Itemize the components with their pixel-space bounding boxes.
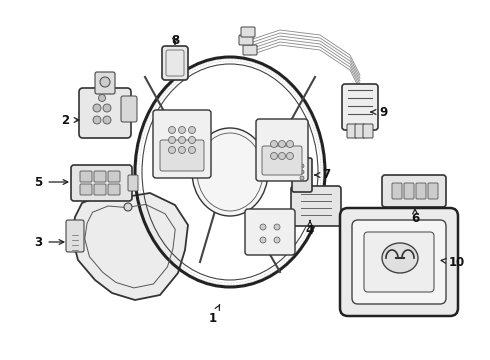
FancyBboxPatch shape (108, 171, 120, 182)
Circle shape (169, 147, 175, 153)
FancyBboxPatch shape (95, 72, 115, 94)
Circle shape (169, 126, 175, 134)
Circle shape (178, 126, 186, 134)
Text: 10: 10 (441, 256, 465, 269)
Circle shape (260, 224, 266, 230)
FancyBboxPatch shape (160, 140, 204, 171)
Text: 6: 6 (411, 208, 419, 225)
Circle shape (274, 224, 280, 230)
Text: 2: 2 (61, 113, 79, 126)
FancyBboxPatch shape (66, 220, 84, 252)
FancyBboxPatch shape (392, 183, 402, 199)
FancyBboxPatch shape (239, 35, 253, 45)
FancyBboxPatch shape (352, 220, 446, 304)
FancyBboxPatch shape (243, 45, 257, 55)
Text: 4: 4 (306, 221, 314, 237)
FancyBboxPatch shape (428, 183, 438, 199)
Text: 8: 8 (171, 33, 179, 46)
Circle shape (300, 176, 304, 180)
FancyBboxPatch shape (291, 186, 341, 226)
FancyBboxPatch shape (241, 27, 255, 37)
Circle shape (260, 237, 266, 243)
Text: 7: 7 (315, 168, 330, 181)
FancyBboxPatch shape (256, 119, 308, 181)
Circle shape (189, 126, 196, 134)
FancyBboxPatch shape (382, 175, 446, 207)
FancyBboxPatch shape (340, 208, 458, 316)
Text: 1: 1 (209, 305, 220, 324)
Circle shape (103, 104, 111, 112)
FancyBboxPatch shape (108, 184, 120, 195)
FancyBboxPatch shape (79, 88, 131, 138)
FancyBboxPatch shape (80, 171, 92, 182)
Text: 5: 5 (34, 175, 68, 189)
Text: 3: 3 (34, 235, 64, 248)
Polygon shape (72, 193, 188, 300)
FancyBboxPatch shape (416, 183, 426, 199)
Circle shape (300, 170, 304, 174)
Circle shape (169, 136, 175, 144)
Circle shape (93, 104, 101, 112)
FancyBboxPatch shape (355, 124, 365, 138)
Circle shape (189, 147, 196, 153)
FancyBboxPatch shape (94, 171, 106, 182)
FancyBboxPatch shape (80, 184, 92, 195)
Ellipse shape (192, 128, 268, 216)
FancyBboxPatch shape (162, 46, 188, 80)
FancyBboxPatch shape (71, 165, 132, 201)
FancyBboxPatch shape (128, 175, 138, 191)
Circle shape (100, 77, 110, 87)
Circle shape (278, 153, 286, 159)
FancyBboxPatch shape (245, 209, 295, 255)
FancyBboxPatch shape (292, 158, 312, 192)
Circle shape (93, 116, 101, 124)
FancyBboxPatch shape (342, 84, 378, 130)
Circle shape (278, 140, 286, 148)
FancyBboxPatch shape (153, 110, 211, 178)
Circle shape (287, 140, 294, 148)
Circle shape (287, 153, 294, 159)
Ellipse shape (382, 243, 418, 273)
Circle shape (98, 94, 105, 102)
FancyBboxPatch shape (364, 232, 434, 292)
Circle shape (274, 237, 280, 243)
FancyBboxPatch shape (94, 184, 106, 195)
FancyBboxPatch shape (262, 146, 302, 175)
FancyBboxPatch shape (347, 124, 357, 138)
FancyBboxPatch shape (404, 183, 414, 199)
Circle shape (178, 136, 186, 144)
Circle shape (124, 203, 132, 211)
FancyBboxPatch shape (121, 96, 137, 122)
Circle shape (189, 136, 196, 144)
FancyBboxPatch shape (363, 124, 373, 138)
Circle shape (270, 153, 277, 159)
Circle shape (270, 140, 277, 148)
Circle shape (300, 164, 304, 168)
Circle shape (103, 116, 111, 124)
Circle shape (178, 147, 186, 153)
Text: 9: 9 (371, 105, 387, 118)
